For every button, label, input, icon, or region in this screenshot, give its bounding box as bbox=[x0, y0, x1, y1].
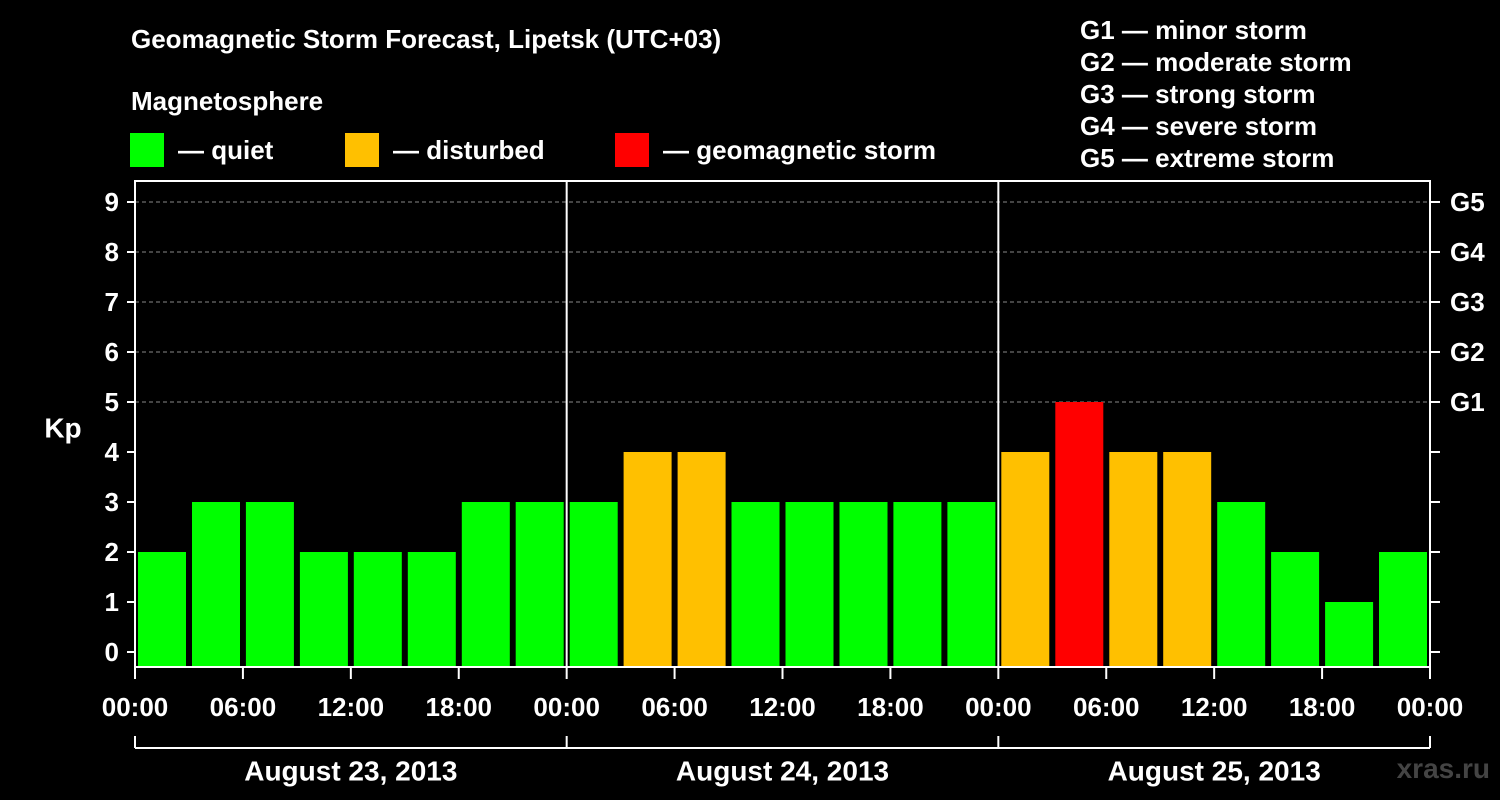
y-axis-label: Kp bbox=[44, 413, 81, 444]
y-tick-label: 9 bbox=[105, 187, 119, 217]
x-tick-label: 12:00 bbox=[1181, 692, 1248, 722]
kp-bar bbox=[515, 502, 564, 667]
x-tick-label: 00:00 bbox=[1397, 692, 1464, 722]
kp-bar bbox=[1001, 452, 1050, 667]
kp-bar bbox=[1271, 552, 1320, 667]
kp-bar bbox=[1109, 452, 1158, 667]
y-tick-label: 5 bbox=[105, 387, 119, 417]
day-label: August 25, 2013 bbox=[1108, 756, 1321, 787]
storm-scale-g5: G5 — extreme storm bbox=[1080, 143, 1335, 173]
kp-bar bbox=[785, 502, 834, 667]
x-tick-label: 00:00 bbox=[533, 692, 600, 722]
storm-scale-g4: G4 — severe storm bbox=[1080, 111, 1318, 141]
x-tick-label: 00:00 bbox=[102, 692, 169, 722]
kp-bar bbox=[407, 552, 456, 667]
kp-bar bbox=[569, 502, 618, 667]
kp-bar bbox=[947, 502, 996, 667]
day-label: August 24, 2013 bbox=[676, 756, 889, 787]
legend-disturbed-swatch bbox=[345, 133, 379, 167]
g-scale-label: G4 bbox=[1450, 237, 1485, 267]
kp-bar bbox=[299, 552, 348, 667]
y-tick-label: 4 bbox=[105, 437, 120, 467]
storm-scale-g2: G2 — moderate storm bbox=[1080, 47, 1352, 77]
legend-quiet-swatch bbox=[130, 133, 164, 167]
y-tick-label: 2 bbox=[105, 537, 119, 567]
legend-storm: — geomagnetic storm bbox=[615, 133, 936, 167]
kp-bar bbox=[1325, 602, 1374, 667]
legend-storm-swatch bbox=[615, 133, 649, 167]
legend-quiet: — quiet bbox=[130, 133, 273, 167]
x-tick-label: 12:00 bbox=[749, 692, 816, 722]
x-tick-label: 06:00 bbox=[1073, 692, 1140, 722]
legend-disturbed-label: — disturbed bbox=[393, 134, 545, 165]
x-tick-label: 06:00 bbox=[210, 692, 277, 722]
day-label: August 23, 2013 bbox=[244, 756, 457, 787]
chart-title: Geomagnetic Storm Forecast, Lipetsk (UTC… bbox=[131, 24, 722, 54]
kp-bar bbox=[1217, 502, 1266, 667]
kp-bar bbox=[677, 452, 726, 667]
y-tick-label: 1 bbox=[105, 587, 119, 617]
kp-bar bbox=[1055, 402, 1104, 667]
legend-disturbed: — disturbed bbox=[345, 133, 545, 167]
g-scale-label: G1 bbox=[1450, 387, 1485, 417]
x-tick-label: 18:00 bbox=[426, 692, 493, 722]
kp-bar bbox=[353, 552, 402, 667]
g-scale-label: G2 bbox=[1450, 337, 1485, 367]
kp-bar bbox=[1379, 552, 1427, 667]
kp-bar bbox=[731, 502, 780, 667]
g-scale-label: G5 bbox=[1450, 187, 1485, 217]
x-tick-label: 18:00 bbox=[857, 692, 924, 722]
x-tick-label: 00:00 bbox=[965, 692, 1032, 722]
x-tick-label: 18:00 bbox=[1289, 692, 1356, 722]
kp-bar bbox=[1163, 452, 1212, 667]
kp-bar bbox=[461, 502, 510, 667]
kp-bar bbox=[245, 502, 294, 667]
watermark: xras.ru bbox=[1396, 753, 1490, 784]
y-tick-label: 7 bbox=[105, 287, 119, 317]
kp-bar bbox=[192, 502, 240, 667]
x-tick-label: 12:00 bbox=[318, 692, 385, 722]
g-scale-label: G3 bbox=[1450, 287, 1485, 317]
y-tick-label: 3 bbox=[105, 487, 119, 517]
y-tick-label: 6 bbox=[105, 337, 119, 367]
storm-scale-legend: G1 — minor storm G2 — moderate storm G3 … bbox=[1080, 14, 1352, 174]
kp-bar bbox=[623, 452, 672, 667]
y-tick-label: 0 bbox=[105, 637, 119, 667]
kp-bar bbox=[839, 502, 888, 667]
y-tick-label: 8 bbox=[105, 237, 119, 267]
legend-quiet-label: — quiet bbox=[178, 134, 274, 165]
kp-bar bbox=[138, 552, 186, 667]
magnetosphere-label: Magnetosphere bbox=[131, 86, 324, 116]
legend-storm-label: — geomagnetic storm bbox=[663, 134, 937, 165]
kp-bar bbox=[893, 502, 942, 667]
x-tick-label: 06:00 bbox=[641, 692, 708, 722]
storm-scale-g3: G3 — strong storm bbox=[1080, 79, 1316, 109]
storm-scale-g1: G1 — minor storm bbox=[1080, 15, 1307, 45]
